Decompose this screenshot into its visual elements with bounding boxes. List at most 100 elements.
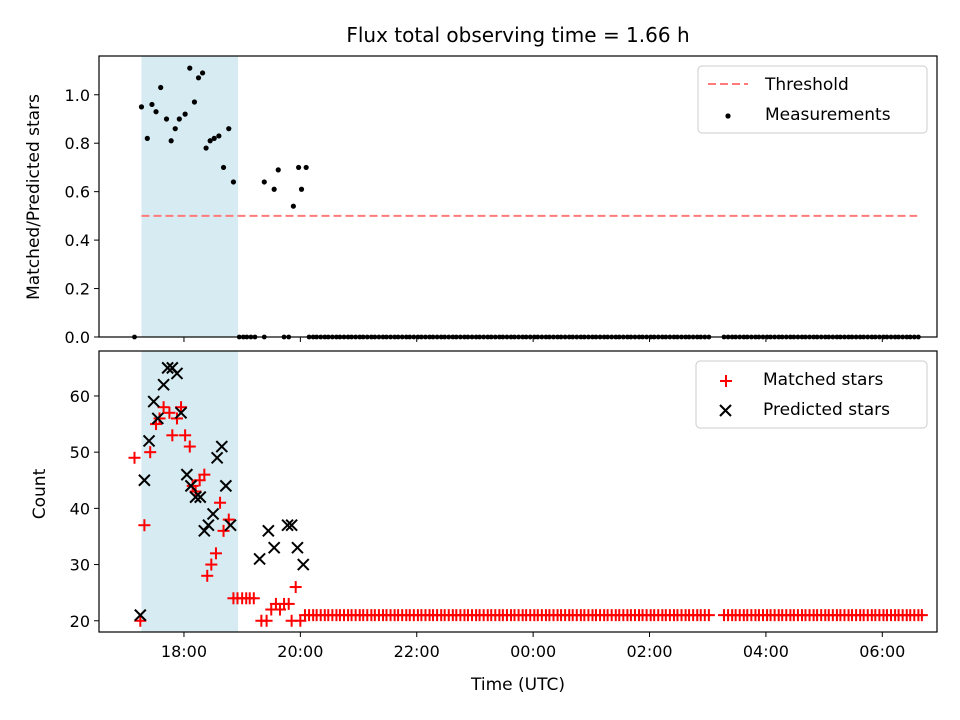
matched-star-point [134, 614, 147, 627]
matched-star-point [201, 569, 214, 582]
measurement-point [220, 164, 227, 171]
x-tick-label: 02:00 [626, 642, 672, 661]
predicted-star-point [281, 519, 294, 532]
measurement-point [158, 84, 164, 91]
measurements-legend-swatch [725, 113, 731, 119]
x-tick-label: 18:00 [161, 642, 207, 661]
measurement-point [168, 138, 174, 144]
predicted-star-point [291, 541, 304, 554]
x-axis-label: Time (UTC) [470, 675, 565, 695]
predicted-star-point [147, 395, 160, 408]
predicted-star-point [206, 507, 220, 521]
measurement-point [172, 126, 178, 132]
predicted-star-point [194, 490, 207, 504]
ratio-legend: Threshold Measurements [697, 65, 928, 134]
predicted-star-point [285, 519, 298, 532]
ratio-y-tick-label: 1.0 [65, 86, 90, 105]
measurement-point [195, 75, 202, 81]
predicted-star-point [202, 519, 215, 532]
measurement-point [199, 70, 206, 76]
matched-star-point [170, 412, 183, 425]
counts-axes-frame [98, 350, 938, 633]
counts-marks [128, 361, 928, 627]
predicted-star-point [219, 479, 233, 493]
matched-star-point [915, 609, 928, 622]
measurement-point [207, 138, 213, 144]
x-tick-label: 00:00 [510, 642, 556, 661]
counts-x-axis: 18:00 20:00 22:00 00:00 02:00 04:00 06:00 [161, 632, 905, 661]
predicted-star-point [151, 412, 164, 425]
measurement-point [187, 65, 193, 71]
figure-title: Flux total observing time = 1.66 h [346, 23, 689, 47]
matched-star-point [260, 614, 273, 627]
predicted-star-point [297, 558, 310, 571]
matched-star-point [144, 446, 157, 459]
ratio-axes-frame [98, 55, 938, 338]
predicted-star-point [215, 440, 228, 453]
ratio-y-tick-label: 0.8 [65, 134, 90, 153]
counts-y-tick-label: 30 [70, 556, 90, 575]
predicted-star-point [267, 541, 281, 554]
matched-star-point [186, 479, 199, 492]
matched-legend-swatch [720, 375, 732, 387]
predicted-star-point [210, 451, 224, 464]
measurement-point [163, 116, 170, 122]
predicted-star-point [174, 406, 188, 420]
measurement-point [203, 145, 209, 151]
measurement-point [275, 167, 281, 173]
predicted-star-point [184, 479, 198, 493]
predicted-star-point [134, 608, 147, 622]
measurements-legend-label: Measurements [765, 105, 891, 125]
predicted-star-point [262, 524, 275, 538]
predicted-star-point [161, 361, 174, 375]
counts-y-tick-label: 20 [70, 612, 90, 631]
measurement-point [144, 135, 150, 141]
measurement-point [226, 126, 232, 132]
measurement-point [191, 99, 198, 105]
matched-star-point [128, 451, 141, 464]
predicted-star-point [189, 490, 202, 504]
predicted-star-point [170, 367, 184, 380]
matched-star-point [179, 429, 192, 442]
predicted-star-point [198, 524, 211, 538]
matched-star-point [217, 524, 230, 537]
ratio-y-tick-label: 0.0 [65, 328, 90, 347]
measurement-point [298, 186, 305, 192]
matched-star-point [282, 597, 295, 610]
matched-star-point [205, 558, 218, 571]
counts-y-tick-label: 40 [70, 499, 90, 518]
matched-star-point [163, 406, 176, 419]
predicted-star-point [180, 468, 194, 481]
ratio-y-tick-label: 0.2 [65, 280, 90, 299]
matched-star-point [214, 496, 227, 509]
ratio-y-label: Matched/Predicted stars [24, 94, 44, 300]
counts-legend-box [695, 360, 928, 429]
counts-y-axis: 20 30 40 50 60 [70, 387, 99, 631]
measurement-point [303, 164, 309, 171]
matched-star-point [702, 609, 715, 622]
counts-y-tick-label: 60 [70, 387, 90, 406]
measurement-point [138, 104, 145, 110]
x-tick-label: 06:00 [859, 642, 905, 661]
measurement-point [149, 101, 155, 108]
ratio-y-tick-label: 0.6 [65, 183, 90, 202]
counts-y-label: Count [30, 468, 50, 519]
x-tick-label: 04:00 [743, 642, 789, 661]
matched-star-point [198, 468, 211, 481]
matched-star-point [289, 581, 302, 594]
measurement-point [230, 179, 237, 185]
ratio-legend-box [697, 65, 928, 134]
ratio-x-ticks [183, 337, 883, 342]
predicted-star-point [224, 519, 237, 532]
predicted-star-point [253, 552, 266, 566]
ratio-y-tick-label: 0.4 [65, 231, 90, 250]
predicted-legend-label: Predicted stars [763, 400, 890, 420]
counts-panel: 20 30 40 50 60 18:00 20:00 22:00 00:00 02:00 04:0… [30, 350, 938, 695]
predicted-star-point [142, 434, 156, 448]
measurement-point [296, 164, 302, 171]
matched-star-point [183, 440, 196, 453]
x-tick-label: 20:00 [277, 642, 323, 661]
predicted-star-point [157, 378, 170, 391]
matched-legend-label: Matched stars [763, 370, 883, 390]
